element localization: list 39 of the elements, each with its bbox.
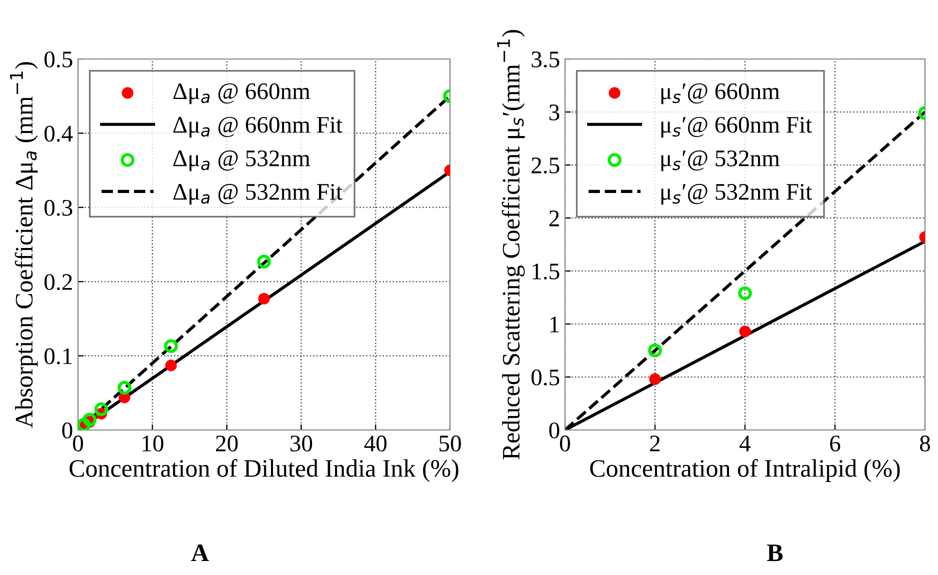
legend-label: μ$_{s}$′@ 660nm xyxy=(661,83,780,104)
y-tick-label: 2.5 xyxy=(532,158,560,174)
legend-label: μ$_{s}$′@ 532nm xyxy=(661,150,780,172)
y-tick-label: 1.5 xyxy=(532,264,560,280)
x-axis-title: Concentration of Intralipid (%) xyxy=(590,459,900,482)
x-axis-title: Concentration of Diluted India Ink (%) xyxy=(70,459,458,482)
y-axis-title: Absorption Coefficient Δμ$_{a}$ (mm$^{−1}$) xyxy=(10,62,38,428)
y-axis-title: Reduced Scattering Coefficient μ$_{s}$′(mm$^{−1}$) xyxy=(497,30,525,460)
x-tick-label: 2 xyxy=(650,436,660,452)
y-tick-label: 0 xyxy=(62,422,72,438)
y-tick-label: 3.5 xyxy=(532,52,560,68)
x-tick-label: 0 xyxy=(72,436,84,452)
text: A xyxy=(191,544,209,562)
y-tick-label: 0.5 xyxy=(44,51,72,68)
legend-label: Δμ$_{a}$ @ 660nm Fit xyxy=(173,116,342,138)
legend-label: μ$_{s}$′@ 660nm Fit xyxy=(661,116,812,138)
text: B xyxy=(767,544,783,562)
legend-label: Δμ$_{a}$ @ 532nm xyxy=(173,150,310,172)
y-tick-label: 0 xyxy=(549,422,560,438)
legend-label: Δμ$_{a}$ @ 532nm Fit xyxy=(173,184,342,205)
x-tick-label: 0 xyxy=(560,436,570,452)
x-tick-label: 40 xyxy=(364,436,387,452)
x-tick-label: 10 xyxy=(142,436,164,452)
y-tick-label: 0.5 xyxy=(532,369,560,386)
legend-label: Δμ$_{a}$ @ 660nm xyxy=(173,83,310,104)
y-tick-label: 0.2 xyxy=(44,274,72,290)
x-tick-label: 50 xyxy=(440,436,461,452)
x-tick-label: 4 xyxy=(740,436,751,452)
x-tick-label: 8 xyxy=(920,436,930,452)
legend-label: μ$_{s}$′@ 532nm Fit xyxy=(661,184,812,205)
y-tick-label: 3 xyxy=(549,104,560,120)
y-tick-label: 1 xyxy=(550,316,559,332)
y-tick-label: 0.3 xyxy=(44,200,72,216)
x-tick-label: 20 xyxy=(216,436,238,452)
x-tick-label: 6 xyxy=(830,436,840,452)
y-tick-label: 0.1 xyxy=(44,348,72,364)
y-tick-label: 0.4 xyxy=(44,126,73,142)
y-tick-label: 2 xyxy=(549,210,559,226)
x-tick-label: 30 xyxy=(290,436,312,452)
